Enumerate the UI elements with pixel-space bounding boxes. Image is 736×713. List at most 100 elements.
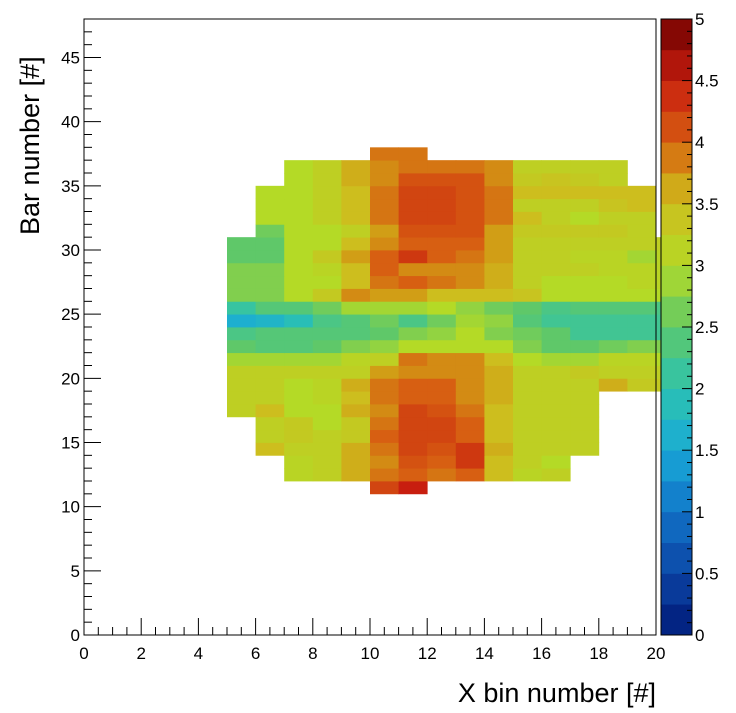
heatmap-cell [513,378,542,392]
heatmap-cell [284,404,314,418]
heatmap-cell [513,198,542,212]
heatmap-cell [284,224,314,238]
heatmap-cell [255,391,285,405]
heatmap-cell [627,185,657,200]
heatmap-cell [513,442,542,456]
heatmap-cell [455,173,485,187]
heatmap-cell [570,173,600,187]
heatmap-cell [312,262,342,277]
heatmap-cell [312,416,342,431]
y-tick-label: 20 [61,369,80,388]
heatmap-cell [370,211,399,225]
heatmap-cell [255,224,285,238]
heatmap-cell [627,198,657,212]
heatmap-cell [370,237,399,251]
heatmap-cell [398,481,428,495]
heatmap-cell [484,173,514,187]
heatmap-cell [598,365,628,379]
heatmap-cell [284,429,314,443]
heatmap-cell [427,250,457,264]
heatmap-cell [312,429,342,443]
heatmap-cell [341,442,371,456]
colorbar-band [661,511,692,543]
heatmap-cell [513,275,542,289]
x-tick-label: 12 [418,644,437,663]
colorbar-band [661,388,692,420]
heatmap-cell [455,275,485,289]
heatmap-cell [513,404,542,418]
heatmap-cell [341,211,371,225]
heatmap-cell [227,365,256,379]
heatmap-cell [513,327,542,341]
heatmap-cell [284,455,314,469]
heatmap-cell [227,301,256,315]
heatmap-cell [598,237,628,251]
heatmap-cell [455,404,485,418]
heatmap-cell [627,365,657,379]
heatmap-cell [255,288,285,302]
heatmap-cell [513,160,542,174]
heatmap-cell [570,314,600,328]
heatmap-cell [255,275,285,289]
heatmap-cell [398,314,428,328]
heatmap-cell [598,185,628,200]
heatmap-cell [398,429,428,443]
heatmap-cell [312,250,342,264]
heatmap-cell [484,442,514,456]
heatmap-cell [484,314,514,328]
heatmap-cell [541,237,571,251]
heatmap-cell [427,378,457,392]
heatmap-cell [513,365,542,379]
heatmap-cell [227,288,256,302]
heatmap-cell [427,301,457,315]
heatmap-cell [370,327,399,341]
heatmap-cell [484,378,514,392]
colorbar-band [661,49,692,81]
heatmap-cell [455,468,485,482]
heatmap-cell [541,378,571,392]
heatmap-cell [312,391,342,405]
heatmap-cell [284,250,314,264]
heatmap-cell [370,250,399,264]
heatmap-cell [484,327,514,341]
heatmap-cell [427,365,457,379]
heatmap-cell [598,314,628,328]
heatmap-cell [341,185,371,200]
heatmap-cell [570,391,600,405]
heatmap-cell [398,185,428,200]
heatmap-cell [455,339,485,354]
heatmap-cell [627,211,657,225]
x-tick-label: 18 [589,644,608,663]
heatmap-cell [513,288,542,302]
heatmap-cell [541,173,571,187]
heatmap-cell [284,352,314,366]
heatmap-cell [312,185,342,200]
heatmap-cell [255,301,285,315]
heatmap-cell [455,224,485,238]
heatmap-cell [255,365,285,379]
heatmap-cell [284,262,314,277]
heatmap-cell [484,237,514,251]
heatmap-cell [312,224,342,238]
heatmap-cell [255,314,285,328]
heatmap-cell [427,455,457,469]
heatmap-cell [312,173,342,187]
heatmap-cell [513,339,542,354]
x-tick-label: 4 [194,644,203,663]
heatmap-cell [484,468,514,482]
heatmap-cell [398,404,428,418]
heatmap-cell [513,173,542,187]
heatmap-cell [255,198,285,212]
heatmap-cell [341,391,371,405]
x-tick-label: 8 [308,644,317,663]
colorbar-band [661,234,692,266]
colorbar-band [661,203,692,235]
heatmap-cell [541,160,571,174]
heatmap-cell [341,288,371,302]
heatmap-cell [598,339,628,354]
colorbar-band [661,357,692,389]
heatmap-cell [427,237,457,251]
heatmap-cell [312,275,342,289]
heatmap-cell [427,288,457,302]
heatmap-cell [312,237,342,251]
